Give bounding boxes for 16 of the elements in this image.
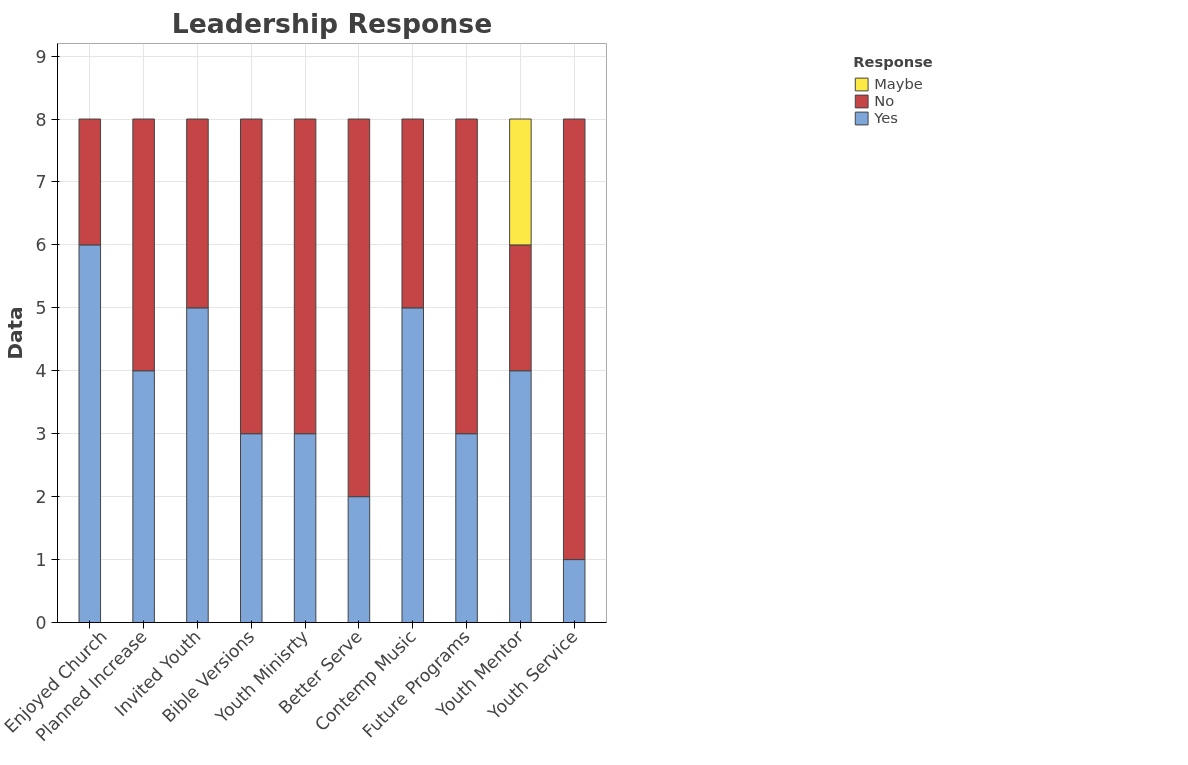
y-tick-label: 1 <box>35 550 47 571</box>
y-tick-label: 3 <box>35 424 47 445</box>
legend-label: No <box>874 92 895 109</box>
y-tick-label: 7 <box>35 172 47 193</box>
legend-label: Maybe <box>874 75 923 92</box>
chart-title: Leadership Response <box>171 7 493 39</box>
y-tick-label: 2 <box>35 487 47 508</box>
y-tick-label: 4 <box>35 361 47 382</box>
y-tick-label: 9 <box>35 46 47 67</box>
y-tick-label: 0 <box>35 613 47 633</box>
legend-label: Yes <box>874 109 898 126</box>
legend-title: Response <box>853 53 933 70</box>
y-tick-label: 8 <box>35 109 47 130</box>
y-tick-label: 5 <box>35 298 47 319</box>
y-tick-label: 6 <box>35 235 47 256</box>
y-axis-title: Data <box>3 306 28 360</box>
